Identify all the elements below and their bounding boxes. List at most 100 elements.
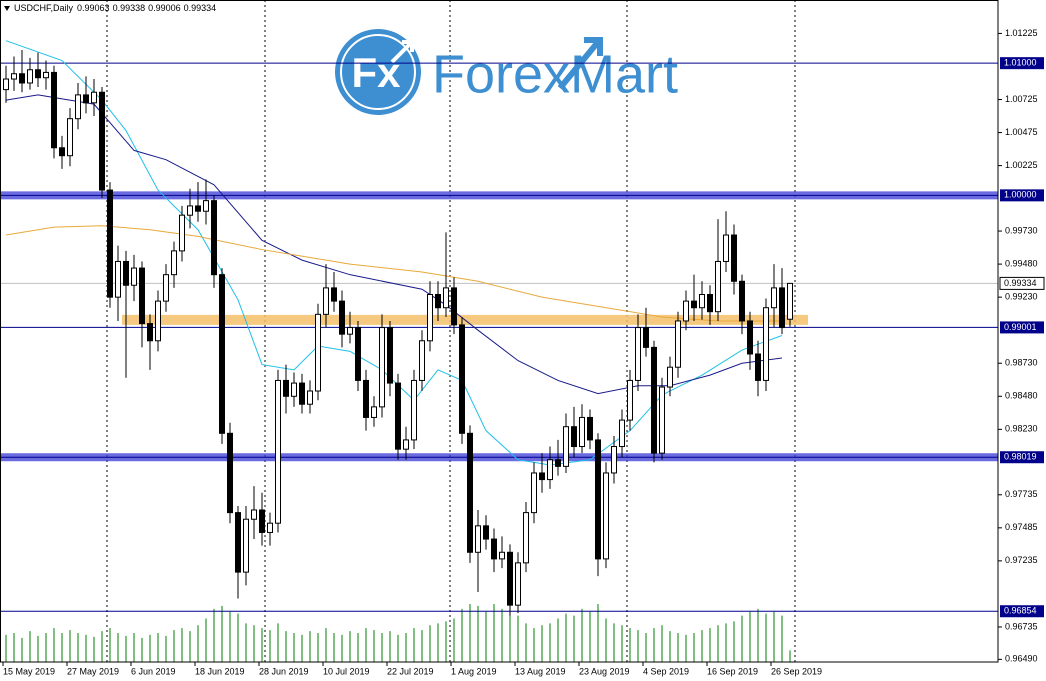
candle-body	[427, 294, 433, 342]
price-axis: 15 May 2019 27 May 2019 6 Jun 2019 18 Jun 2…	[2, 28, 1045, 676]
candle-body	[499, 551, 505, 560]
header-high: 0.99338	[113, 3, 146, 13]
candle-body	[755, 353, 761, 381]
level-label-box	[1000, 321, 1044, 334]
candle-body	[291, 382, 297, 397]
candle-body	[739, 280, 745, 322]
candle-body	[515, 562, 521, 606]
candle-body	[67, 118, 73, 157]
candle-body	[419, 340, 425, 381]
y-tick-label: 0.97235	[1005, 555, 1038, 565]
candle-body	[467, 432, 473, 553]
y-tick-label: 1.00225	[1005, 160, 1038, 170]
candle-body	[115, 260, 121, 298]
candle-body	[3, 78, 9, 91]
candle-body	[171, 250, 177, 276]
candle-body	[451, 287, 457, 326]
candle-body	[547, 459, 553, 481]
candle-body	[211, 200, 217, 276]
candle-body	[107, 189, 113, 298]
candle-body	[763, 307, 769, 381]
candle-body	[155, 300, 161, 342]
y-tick-label: 0.99480	[1005, 258, 1038, 268]
candle-body	[443, 287, 449, 309]
candle-body	[267, 522, 273, 533]
candle-body	[323, 287, 329, 315]
y-tick-label: 0.98480	[1005, 391, 1038, 401]
header-low: 0.99006	[148, 3, 181, 13]
candle-body	[227, 432, 233, 514]
candle-body	[379, 327, 385, 408]
candle-body	[403, 439, 409, 450]
candle-body	[331, 287, 337, 302]
candle-body	[179, 214, 185, 252]
candle-body	[699, 294, 705, 309]
candle-body	[251, 509, 257, 520]
x-tick-label: 13 Aug 2019	[515, 666, 566, 676]
x-tick-label: 6 Jun 2019	[131, 666, 176, 676]
candle-body	[595, 439, 601, 560]
x-tick-label: 16 Sep 2019	[707, 666, 758, 676]
logo-text: ForexMart	[432, 44, 678, 104]
candle-body	[603, 472, 609, 560]
level-label-box	[1000, 57, 1044, 70]
candle-body	[483, 525, 489, 540]
x-tick-label: 18 Jun 2019	[195, 666, 245, 676]
candle-body	[531, 472, 537, 514]
candle-body	[339, 300, 345, 335]
y-tick-label: 1.00725	[1005, 94, 1038, 104]
current-price-box	[999, 276, 1045, 290]
logo-arrow	[390, 40, 414, 64]
y-tick-label: 0.97735	[1005, 489, 1038, 499]
x-tick-label: 27 May 2019	[67, 666, 119, 676]
candle-body	[491, 538, 497, 560]
header-icon	[4, 6, 10, 11]
x-tick-label: 22 Jul 2019	[387, 666, 434, 676]
candle-body	[715, 260, 721, 313]
candle-body	[307, 390, 313, 405]
candle-body	[675, 320, 681, 368]
candle-body	[83, 94, 89, 104]
candle-body	[651, 346, 657, 454]
x-tick-label: 28 Jun 2019	[259, 666, 309, 676]
candle-body	[91, 91, 97, 104]
candle-body	[219, 274, 225, 434]
header-close: 0.99334	[184, 3, 217, 13]
level-label: 0.99001	[1004, 322, 1037, 332]
candle-body	[555, 459, 561, 467]
candle-body	[779, 287, 785, 329]
level-label-box	[1000, 605, 1044, 618]
level-label-box	[1000, 189, 1044, 202]
x-tick-label: 1 Aug 2019	[451, 666, 497, 676]
candle-body	[243, 518, 249, 573]
candle-body	[99, 91, 105, 191]
logo-badge-text: Fx	[351, 49, 401, 96]
candle-body	[747, 320, 753, 355]
candle-body	[435, 294, 441, 309]
candle-body	[187, 205, 193, 216]
candle-body	[203, 200, 209, 212]
y-tick-label: 0.96490	[1005, 654, 1038, 664]
candle-body	[643, 327, 649, 348]
candle-body	[147, 323, 153, 342]
candle-body	[635, 327, 641, 381]
level-label-box	[1000, 451, 1044, 464]
candle-body	[299, 382, 305, 405]
candle-body	[371, 406, 377, 418]
y-tick-label: 0.98230	[1005, 424, 1038, 434]
level-label: 1.01000	[1004, 58, 1037, 68]
current-price-label: 0.99334	[1004, 278, 1037, 288]
candle-body	[411, 379, 417, 441]
candle-body	[59, 147, 65, 157]
level-label: 0.96854	[1004, 606, 1037, 616]
candle-body	[619, 419, 625, 448]
candle-body	[579, 416, 585, 448]
candle-body	[523, 512, 529, 564]
candle-body	[731, 234, 737, 282]
candle-body	[627, 379, 633, 421]
y-tick-label: 1.00475	[1005, 127, 1038, 137]
candle-body	[611, 446, 617, 474]
candle-body	[259, 509, 265, 533]
